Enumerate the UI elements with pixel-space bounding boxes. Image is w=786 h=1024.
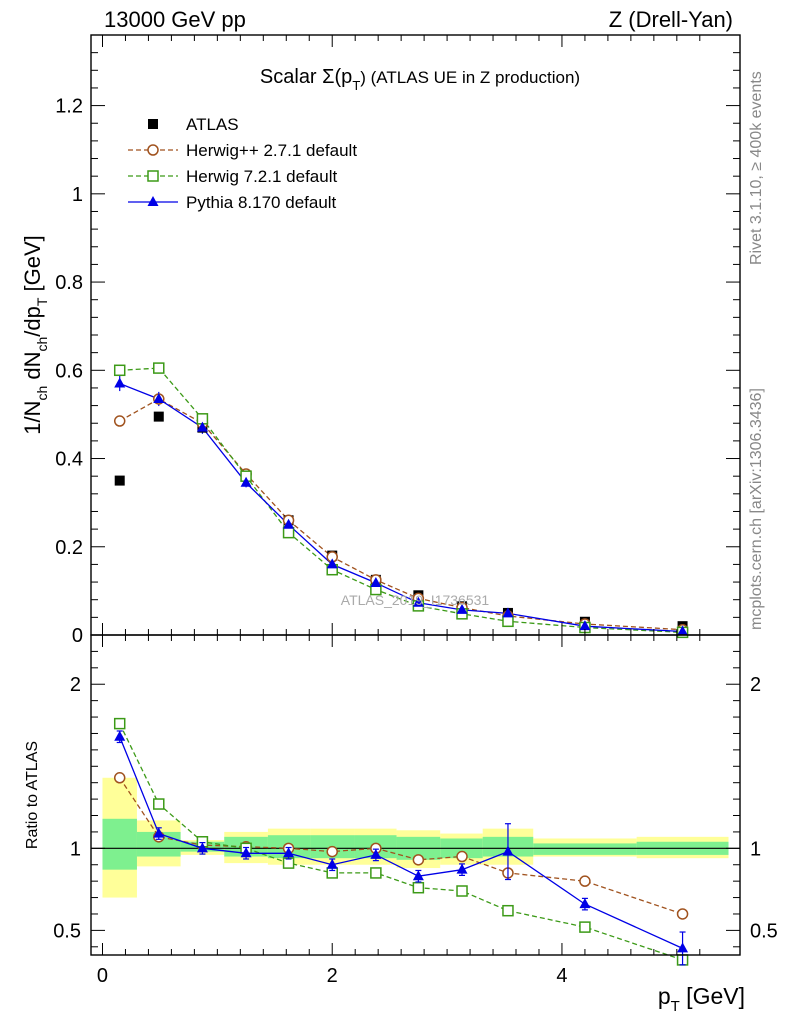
main-ylabel: 1/Nch dNch/dpT [GeV] <box>20 235 50 435</box>
chart-title: Scalar Σ(pT) (ATLAS UE in Z production) <box>260 66 580 93</box>
pythia-ratio-point <box>114 730 126 741</box>
ratio-panel: 0 2 4 0.5 0.5 1 1 2 2 Ratio to ATLAS pT [GeV] <box>24 634 778 1015</box>
herwig7-ratio-point <box>579 921 591 933</box>
watermark: ATLAS_2019_I1736531 <box>341 592 490 608</box>
herwig7-ratio-point <box>412 881 425 894</box>
herwigpp-main-line <box>119 398 683 631</box>
herwig7-ratio-point <box>282 857 295 869</box>
pythia-ratio-point <box>283 847 295 858</box>
pythia-main-point <box>196 421 208 432</box>
atlas-main-point <box>153 411 164 422</box>
herwig7-ratio-line <box>119 723 683 961</box>
herwig7-main-point <box>153 362 165 374</box>
pythia-ratio-line <box>119 736 683 949</box>
atlas-main-point <box>114 475 125 486</box>
header-left: 13000 GeV pp <box>104 7 246 32</box>
main-axes: 0 0.2 0.4 0.6 0.8 1 1.2 <box>55 35 740 647</box>
main-y-tick-label: 0.8 <box>55 272 83 294</box>
legend-marker-pythia <box>147 196 159 206</box>
herwig7-ratio-point <box>113 717 126 730</box>
legend-marker-herwig7 <box>147 170 159 182</box>
pythia-ratio-point <box>326 858 338 869</box>
legend-label-atlas: ATLAS <box>186 115 239 134</box>
ratio-y-tick-label: 2 <box>70 674 81 696</box>
pythia-main-point <box>677 625 689 636</box>
ratio-y-tick-label: 0.5 <box>53 920 81 942</box>
main-y-tick-label: 0 <box>72 625 83 647</box>
main-y-tick-label: 0.4 <box>55 449 83 471</box>
ratio-frame <box>90 634 741 956</box>
herwigpp-ratio-point <box>456 850 468 863</box>
herwigpp-ratio-point <box>113 772 126 784</box>
chart-title-sub: T <box>352 78 360 93</box>
main-panel: ATLAS_2019_I1736531 0 0.2 0.4 0.6 0.8 1 1.2 Sc… <box>20 34 741 647</box>
pythia-ratio-point <box>579 898 591 909</box>
pythia-main-point <box>456 603 468 614</box>
herwigpp-ratio-line <box>119 777 683 915</box>
legend-marker-herwigpp <box>147 144 159 156</box>
pythia-main-point <box>370 576 382 587</box>
pythia-main-point <box>240 476 252 487</box>
legend-label-pythia: Pythia 8.170 default <box>186 193 337 212</box>
pythia-main-point <box>283 518 295 529</box>
herwig7-ratio-point <box>153 798 165 810</box>
herwig7-main-point <box>113 364 126 377</box>
pythia-main-point <box>502 607 514 618</box>
ratio-y-tick-label: 1 <box>70 838 81 860</box>
ratio-y-tick-label-right: 0.5 <box>750 920 778 942</box>
main-y-tick-label: 0.6 <box>55 360 83 382</box>
pythia-ratio-point <box>370 848 382 859</box>
chart-title-main: Scalar Σ(p <box>260 66 352 88</box>
ratio-x-tick-label: 0 <box>97 965 108 987</box>
ratio-x-tick-label: 2 <box>327 965 338 987</box>
herwigpp-ratio-point <box>579 875 591 887</box>
herwig7-main-point <box>282 526 295 539</box>
pythia-ratio-point <box>240 847 252 858</box>
pythia-main-point <box>412 596 424 607</box>
pythia-main-point <box>114 377 126 388</box>
herwigpp-ratio-point <box>676 908 689 920</box>
legend-label-herwig7: Herwig 7.2.1 default <box>186 167 337 186</box>
pythia-ratio-point <box>677 942 689 953</box>
ratio-band-inner <box>533 843 637 855</box>
mcplots-label: mcplots.cern.ch [arXiv:1306.3436] <box>748 388 765 630</box>
ratio-band-inner <box>102 818 137 870</box>
ratio-y-tick-label-right: 1 <box>750 838 761 860</box>
pythia-main-point <box>579 620 591 631</box>
pythia-ratio-point <box>502 845 514 856</box>
herwig7-ratio-point <box>502 904 514 917</box>
pythia-ratio-point <box>153 827 165 838</box>
herwig7-ratio-point <box>456 885 468 897</box>
ratio-x-tick-label: 4 <box>556 965 567 987</box>
pythia-main-point <box>326 558 338 569</box>
ratio-axes: 0 2 4 0.5 0.5 1 1 2 2 <box>53 635 778 987</box>
ratio-plot-area <box>91 717 740 966</box>
herwig7-main-line <box>119 367 683 634</box>
main-y-tick-label: 0.2 <box>55 537 83 559</box>
main-y-tick-label: 1.2 <box>55 96 83 118</box>
herwigpp-main-point <box>113 415 126 427</box>
header-right: Z (Drell-Yan) <box>609 7 733 32</box>
legend: ATLAS Herwig++ 2.7.1 default Herwig 7.2.1 … <box>128 115 357 212</box>
herwigpp-ratio-point <box>326 845 338 858</box>
pythia-ratio-point <box>456 863 468 874</box>
main-plot-area <box>113 362 689 639</box>
ratio-y-tick-label-right: 2 <box>750 674 761 696</box>
rivet-label: Rivet 3.1.10, ≥ 400k events <box>748 71 765 265</box>
pythia-ratio-point <box>196 842 208 853</box>
legend-label-herwigpp: Herwig++ 2.7.1 default <box>186 141 357 160</box>
xlabel: pT [GeV] <box>658 983 745 1015</box>
main-y-tick-label: 1 <box>72 184 83 206</box>
pythia-main-point <box>153 392 165 403</box>
chart-title-suffix: ) (ATLAS UE in Z production) <box>360 68 580 87</box>
ratio-ylabel: Ratio to ATLAS <box>24 741 41 849</box>
herwig7-ratio-point <box>370 867 382 879</box>
pythia-ratio-point <box>412 870 424 881</box>
herwigpp-ratio-point <box>412 854 425 866</box>
pythia-main-line <box>119 382 683 633</box>
herwig7-main-point <box>502 615 514 628</box>
legend-marker-atlas <box>148 119 158 129</box>
